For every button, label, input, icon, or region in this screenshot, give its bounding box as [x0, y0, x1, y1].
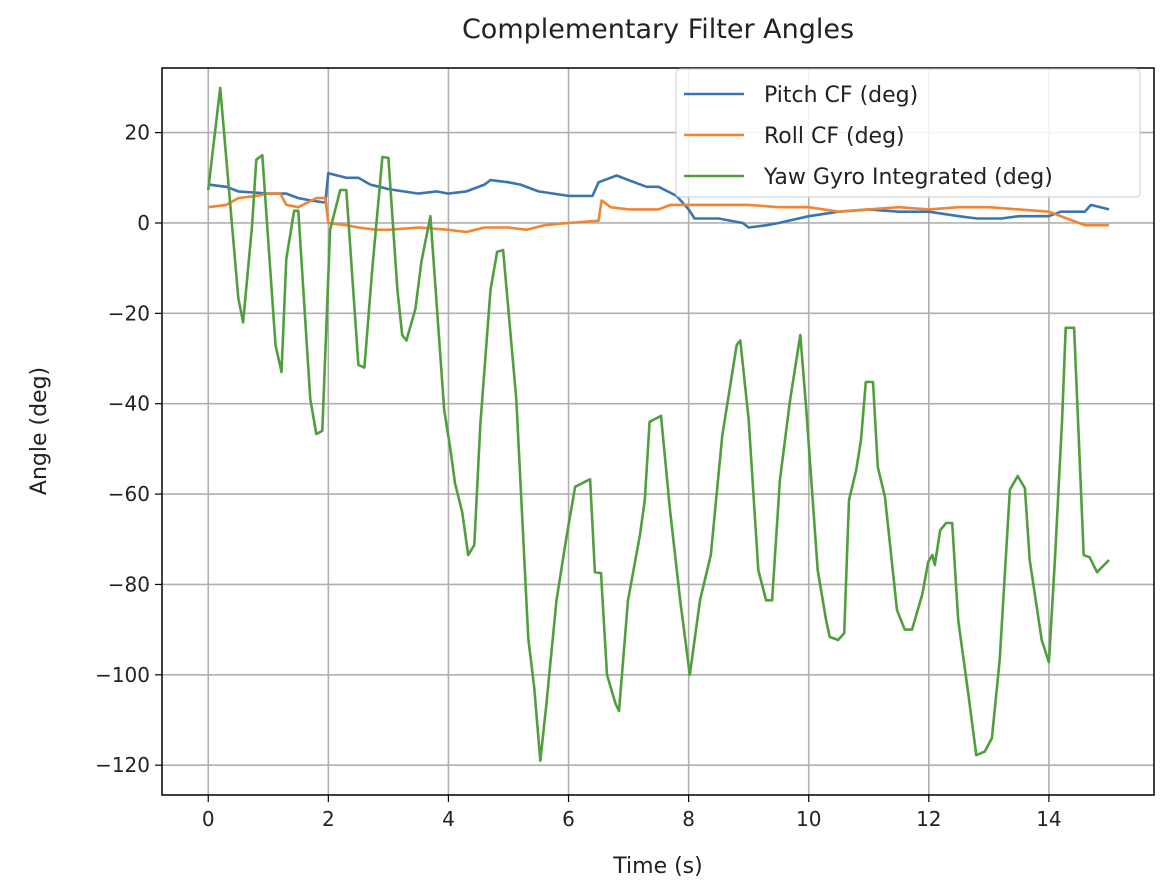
x-tick-label: 0	[202, 807, 215, 831]
series-line-2	[206, 86, 1110, 762]
x-axis-ticks: 0 2 4 6 8 10 12 14	[202, 795, 1062, 831]
y-tick-label: −100	[95, 663, 150, 687]
series-lines	[206, 86, 1110, 762]
x-tick-label: 4	[442, 807, 455, 831]
legend: Pitch CF (deg) Roll CF (deg) Yaw Gyro Inte…	[675, 68, 1141, 198]
legend-entry: Roll CF (deg)	[764, 124, 905, 149]
y-axis-label: Angle (deg)	[27, 367, 52, 495]
x-tick-label: 10	[796, 807, 821, 831]
y-tick-label: −60	[108, 482, 150, 506]
plot-frame	[161, 67, 1155, 796]
series-line-1	[208, 192, 1109, 234]
y-tick-label: −120	[95, 753, 150, 777]
x-axis-label: Time (s)	[612, 854, 702, 879]
y-axis-ticks: 20 0 −20 −40 −60 −80 −100 −120	[95, 121, 162, 777]
x-tick-label: 12	[916, 807, 941, 831]
y-tick-label: 20	[125, 121, 150, 145]
x-tick-label: 6	[562, 807, 575, 831]
chart-title: Complementary Filter Angles	[462, 14, 854, 45]
legend-box	[675, 68, 1141, 198]
y-tick-label: −20	[108, 301, 150, 325]
series-line-0	[208, 172, 1110, 229]
y-tick-label: −80	[108, 572, 150, 596]
legend-entry: Yaw Gyro Integrated (deg)	[763, 165, 1053, 190]
x-tick-label: 14	[1036, 807, 1061, 831]
legend-entry: Pitch CF (deg)	[764, 83, 918, 108]
x-tick-label: 2	[322, 807, 335, 831]
x-tick-label: 8	[682, 807, 695, 831]
y-tick-label: −40	[108, 392, 150, 416]
y-tick-label: 0	[137, 211, 150, 235]
